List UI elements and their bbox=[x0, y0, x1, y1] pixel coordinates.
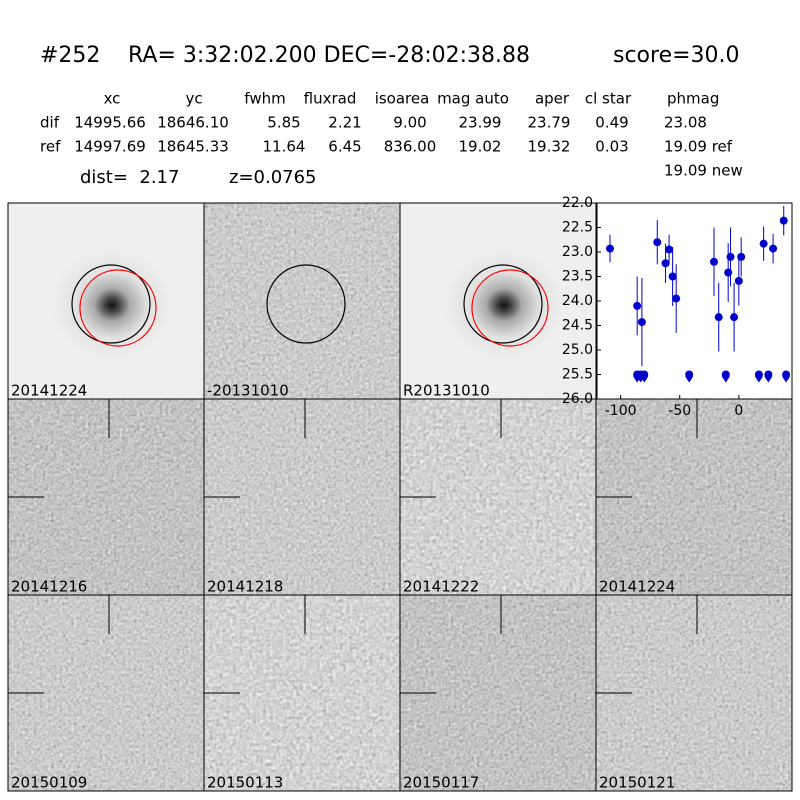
table-cell: 19.32 bbox=[528, 138, 571, 156]
stamp-label: 20150117 bbox=[403, 774, 479, 792]
table-cell: 18645.33 bbox=[157, 138, 229, 156]
data-point bbox=[769, 244, 778, 253]
data-point bbox=[672, 294, 681, 303]
upper-limit bbox=[764, 376, 773, 383]
data-point bbox=[668, 272, 677, 281]
table-cell: 0.03 bbox=[595, 138, 628, 156]
stamp-label: 20141222 bbox=[403, 578, 479, 596]
data-point bbox=[710, 257, 718, 266]
table-cell: 6.45 bbox=[328, 138, 361, 156]
data-point bbox=[714, 313, 723, 322]
x-tick-label: -50 bbox=[668, 403, 691, 419]
data-point bbox=[606, 244, 614, 253]
row-label: ref bbox=[40, 138, 61, 156]
table-cell: 23.79 bbox=[528, 114, 571, 132]
stamp-label: R20131010 bbox=[403, 382, 490, 400]
stamp-label: 20150113 bbox=[207, 774, 283, 792]
aperture-circle bbox=[79, 269, 157, 347]
upper-limit bbox=[721, 376, 730, 383]
data-point bbox=[737, 252, 746, 261]
stamp-image bbox=[204, 203, 400, 399]
data-point bbox=[637, 318, 646, 327]
table-cell: 23.08 bbox=[664, 114, 707, 132]
table: xc yc fwhm fluxrad isoarea mag auto aper cl sta… bbox=[40, 90, 733, 156]
table-cell: 14995.66 bbox=[74, 114, 146, 132]
data-point bbox=[734, 276, 743, 285]
data-point bbox=[759, 239, 768, 248]
table-cell: 5.85 bbox=[267, 114, 300, 132]
column-header: mag auto bbox=[437, 90, 509, 108]
upper-limit bbox=[754, 376, 763, 383]
data-point bbox=[653, 238, 662, 247]
x-tick-label: 0 bbox=[734, 403, 743, 419]
table-cell: 19.09 ref bbox=[664, 138, 733, 156]
column-header: phmag bbox=[667, 90, 719, 108]
y-tick-label: 23.0 bbox=[562, 244, 593, 260]
aperture-circle bbox=[471, 269, 549, 347]
stamp-label: 20141224 bbox=[599, 578, 675, 596]
aperture-circle bbox=[71, 264, 151, 344]
y-tick-label: 23.5 bbox=[562, 269, 593, 285]
data-point bbox=[779, 216, 788, 225]
column-header: isoarea bbox=[375, 90, 430, 108]
aperture-circle bbox=[463, 264, 543, 344]
table-cell: 2.21 bbox=[328, 114, 361, 132]
table-cell: 11.64 bbox=[263, 138, 306, 156]
score: score=30.0 bbox=[613, 43, 740, 68]
table-cell: 9.00 bbox=[393, 114, 426, 132]
candidate-id: #252 bbox=[40, 43, 100, 68]
data-point bbox=[665, 245, 674, 254]
stamp-label: 20141224 bbox=[11, 382, 87, 400]
column-header: fluxrad bbox=[304, 90, 357, 108]
coordinates: RA= 3:32:02.200 DEC=-28:02:38.88 bbox=[128, 43, 530, 68]
distance: dist= 2.17 bbox=[80, 167, 179, 188]
table-cell: 14997.69 bbox=[74, 138, 146, 156]
table-cell: 18646.10 bbox=[157, 114, 229, 132]
panel-frame bbox=[595, 594, 793, 792]
y-tick-label: 22.5 bbox=[562, 220, 593, 236]
y-tick-label: 25.5 bbox=[562, 367, 593, 383]
upper-limit bbox=[782, 376, 791, 383]
stamp-label: 20150121 bbox=[599, 774, 675, 792]
table-cell: 0.49 bbox=[595, 114, 628, 132]
column-header: fwhm bbox=[244, 90, 285, 108]
table-cell: 19.02 bbox=[459, 138, 502, 156]
new-mag: 19.09 new bbox=[664, 162, 743, 180]
y-tick-label: 24.5 bbox=[562, 318, 593, 334]
panels: 20141224 -20131010 R20131010 20141216 201412… bbox=[7, 202, 793, 792]
column-header: yc bbox=[185, 90, 202, 108]
table-cell: 836.00 bbox=[384, 138, 437, 156]
data-point bbox=[730, 313, 739, 322]
row-label: dif bbox=[40, 114, 60, 132]
data-point bbox=[661, 259, 670, 268]
upper-limit bbox=[685, 376, 694, 383]
data-point bbox=[726, 252, 735, 261]
stamp-label: -20131010 bbox=[207, 382, 289, 400]
upper-limit bbox=[640, 376, 649, 383]
y-tick-label: 25.0 bbox=[562, 342, 593, 358]
x-tick-label: -100 bbox=[605, 403, 637, 419]
plot-area bbox=[596, 202, 793, 400]
stamp-label: 20141218 bbox=[207, 578, 283, 596]
column-header: xc bbox=[104, 90, 121, 108]
y-tick-label: 24.0 bbox=[562, 293, 593, 309]
column-header: cl star bbox=[585, 90, 632, 108]
column-header: aper bbox=[535, 90, 570, 108]
stamp-label: 20141216 bbox=[11, 578, 87, 596]
aperture-circle bbox=[266, 264, 346, 344]
y-tick-label: 22.0 bbox=[562, 195, 593, 211]
table-cell: 23.99 bbox=[459, 114, 502, 132]
stamp-label: 20150109 bbox=[11, 774, 87, 792]
y-tick-label: 26.0 bbox=[562, 391, 593, 407]
redshift: z=0.0765 bbox=[229, 167, 317, 188]
data-point bbox=[633, 301, 642, 310]
light-curve: 22.0 22.5 23.0 23.5 24.0 24.5 25.0 25.5 26.0 -100… bbox=[562, 195, 793, 419]
